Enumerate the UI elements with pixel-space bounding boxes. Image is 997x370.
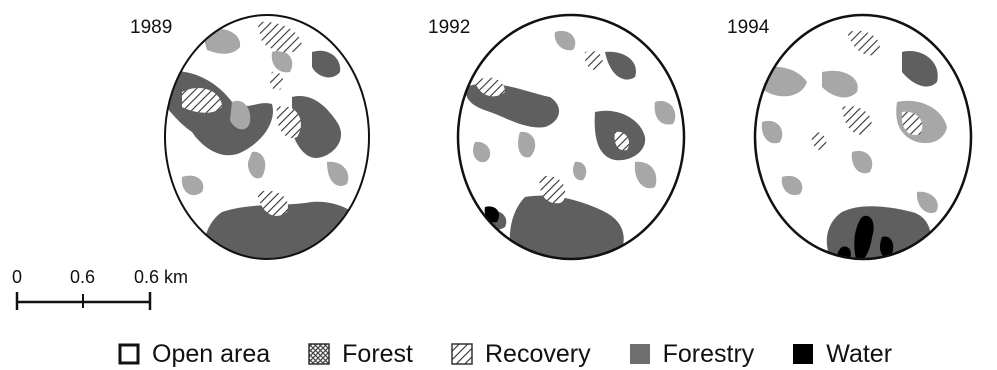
legend-label: Recovery xyxy=(485,339,591,368)
year-label-1994: 1994 xyxy=(727,17,770,38)
legend-item-forestry: Forestry xyxy=(629,339,755,368)
legend-label: Water xyxy=(826,339,893,368)
year-label-1989: 1989 xyxy=(130,17,173,38)
scale-bar: 0 0.6 0.6 km xyxy=(0,260,230,320)
year-label-1992: 1992 xyxy=(428,17,471,38)
open-area-swatch-icon xyxy=(118,343,140,365)
scale-tick-label-1: 0.6 xyxy=(70,267,96,287)
map-panel-1994 xyxy=(753,13,973,261)
legend: Open area Forest Recovery Forestry Water xyxy=(118,338,997,370)
scale-tick-label-0: 0 xyxy=(12,267,23,287)
recovery-swatch-icon xyxy=(451,343,473,365)
legend-label: Open area xyxy=(152,339,271,368)
forestry-swatch-icon xyxy=(629,344,650,364)
legend-item-water: Water xyxy=(792,339,893,368)
forest-swatch-icon xyxy=(308,343,330,365)
legend-label: Forest xyxy=(342,339,413,368)
legend-item-open-area: Open area xyxy=(118,339,271,368)
legend-item-forest: Forest xyxy=(308,339,413,368)
map-panel-1992 xyxy=(456,13,686,261)
scale-bar-graphic xyxy=(15,292,152,310)
legend-label: Forestry xyxy=(662,339,755,368)
legend-item-recovery: Recovery xyxy=(451,339,591,368)
map-panel-1989 xyxy=(164,14,370,260)
water-swatch-icon xyxy=(793,344,814,364)
scale-tick-label-2: 0.6 km xyxy=(134,267,189,287)
